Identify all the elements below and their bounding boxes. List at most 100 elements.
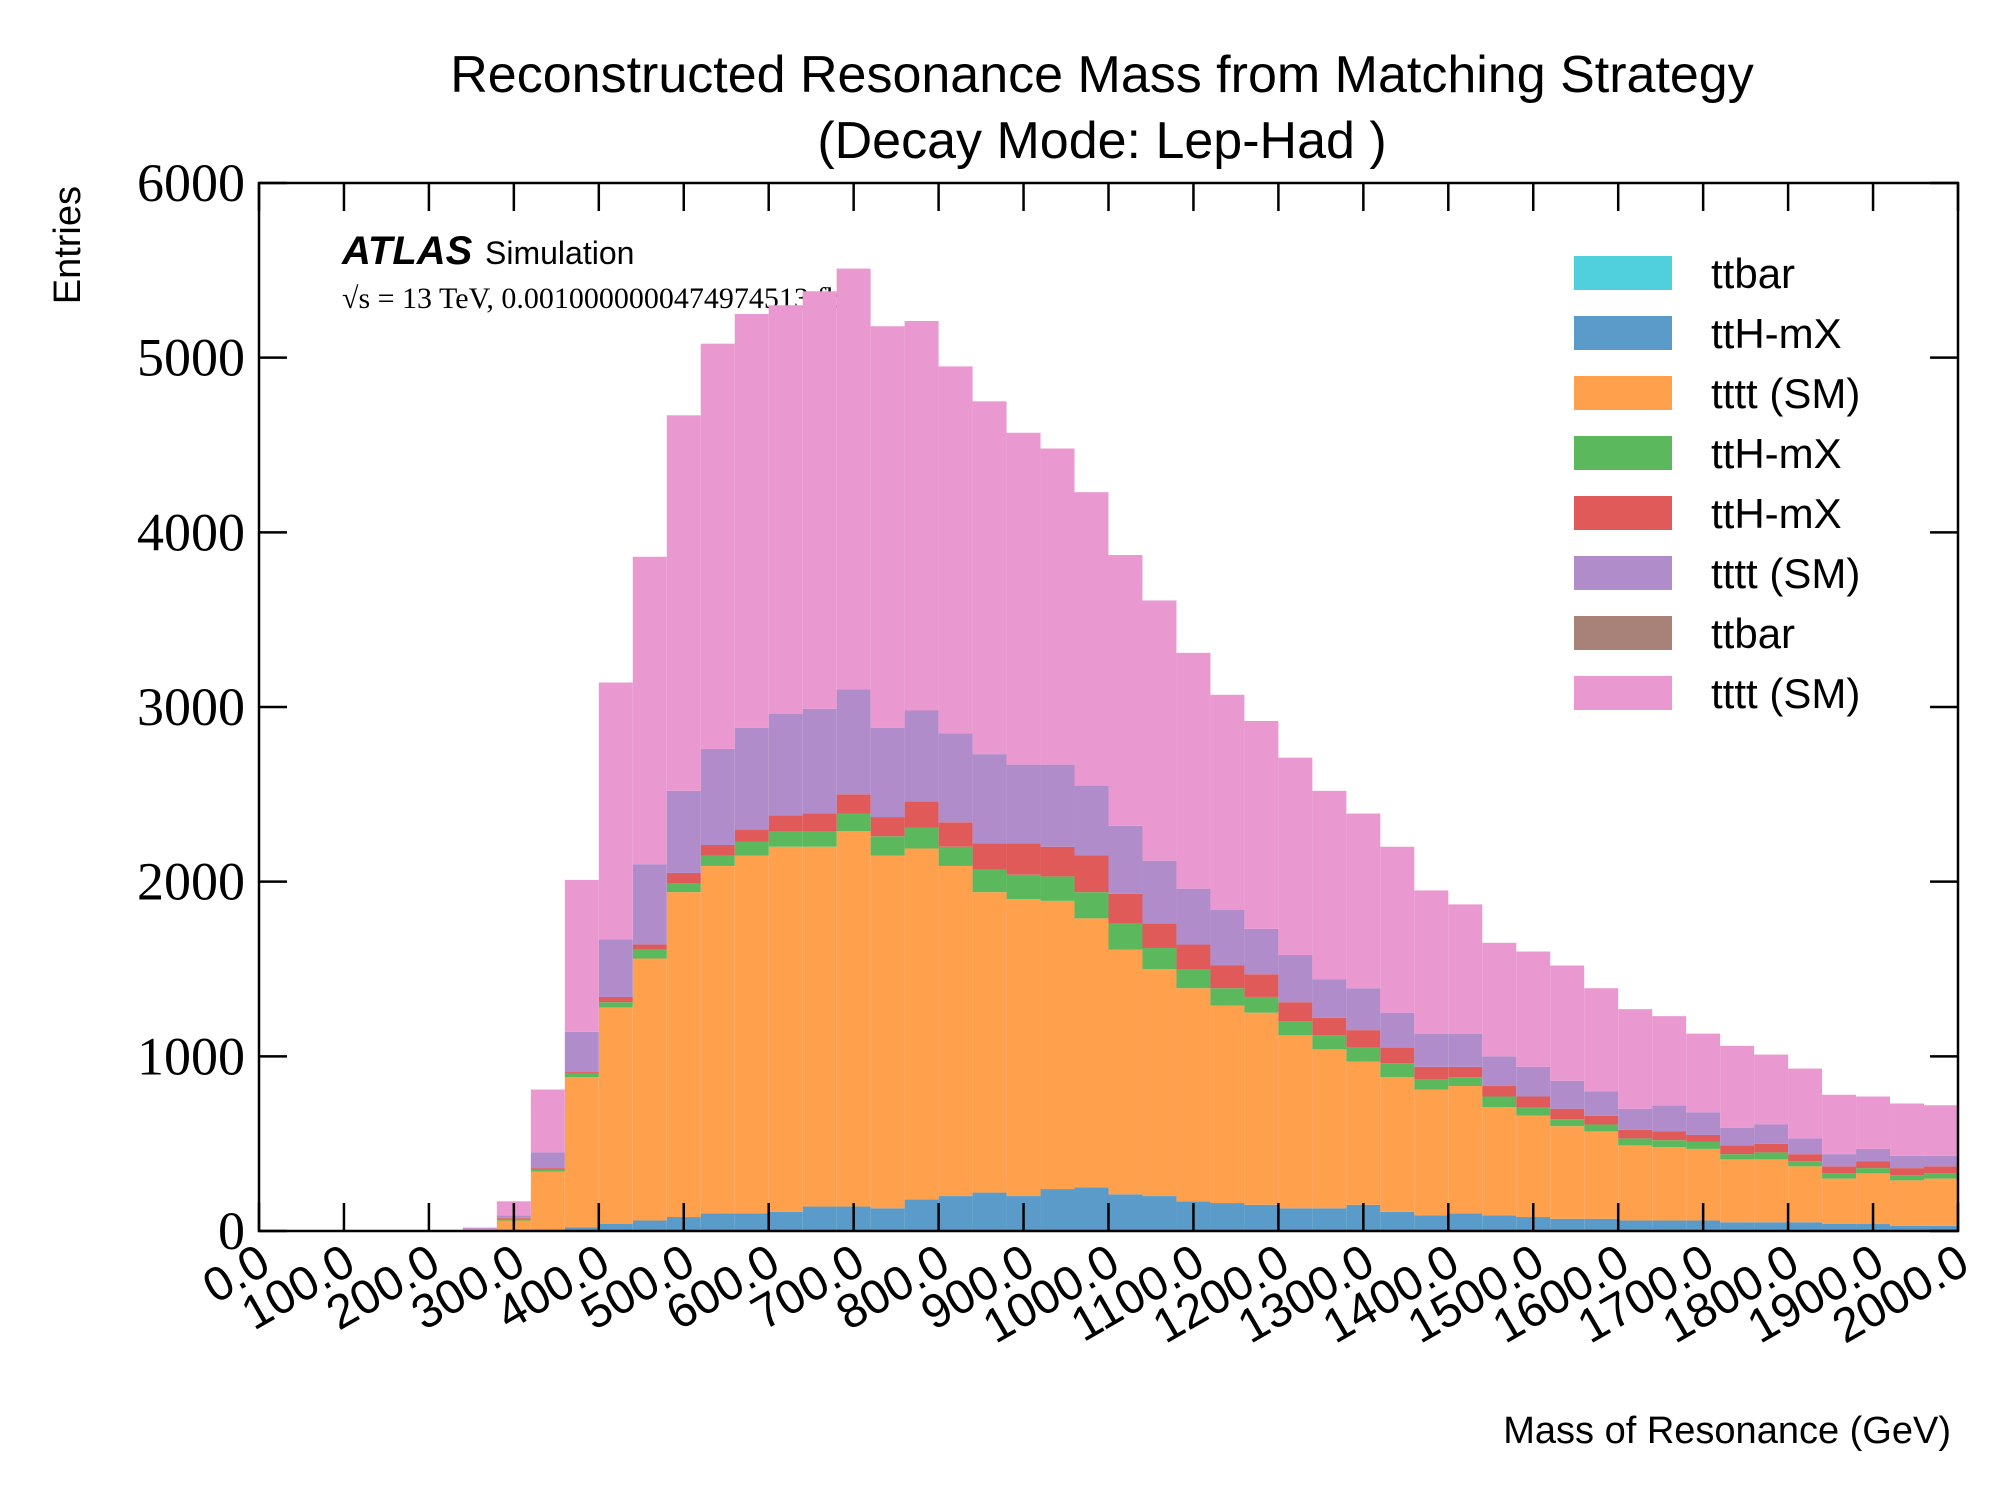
histogram-bar <box>1788 1222 1823 1231</box>
histogram-bar <box>1448 1086 1483 1214</box>
y-tick-label: 1000 <box>137 1026 245 1086</box>
histogram-bar <box>1754 1143 1789 1153</box>
legend-label: ttH-mX <box>1711 310 1842 357</box>
histogram-bar <box>1550 1126 1585 1219</box>
histogram-bar <box>1244 996 1279 1013</box>
legend-swatch <box>1574 556 1672 590</box>
histogram-bar <box>1380 1063 1415 1078</box>
histogram-bar <box>1516 951 1551 1067</box>
histogram-bar <box>1856 1161 1891 1169</box>
histogram-bar <box>598 996 633 1003</box>
histogram-bar <box>1516 1096 1551 1107</box>
histogram-bar <box>1890 1180 1925 1226</box>
histogram-bar <box>768 831 803 847</box>
histogram-bar <box>1482 1215 1517 1231</box>
histogram-bar <box>1550 1218 1585 1231</box>
histogram-bar <box>564 1077 599 1228</box>
histogram-bar <box>1414 890 1449 1034</box>
histogram-bar <box>836 794 871 814</box>
histogram-bar <box>1516 1115 1551 1218</box>
histogram-bar <box>768 846 803 1212</box>
histogram-bar <box>1278 757 1313 956</box>
histogram-bar <box>1754 1222 1789 1231</box>
histogram-bar <box>1720 1159 1755 1223</box>
histogram-bar <box>802 831 837 847</box>
legend-label: ttH-mX <box>1711 430 1842 477</box>
histogram-bar <box>530 1152 565 1169</box>
histogram-bar <box>1142 923 1177 949</box>
histogram-bar <box>1380 1077 1415 1212</box>
histogram-bar <box>1788 1166 1823 1223</box>
histogram-bar <box>666 872 701 884</box>
histogram-bar <box>1924 1225 1958 1231</box>
histogram-bar <box>564 1031 599 1073</box>
histogram-bar <box>870 727 905 818</box>
histogram-bar <box>734 727 769 830</box>
histogram-bar <box>1584 1115 1619 1125</box>
histogram-bar <box>1482 1056 1517 1087</box>
histogram-bar <box>870 326 905 728</box>
legend-label: tttt (SM) <box>1711 370 1860 417</box>
histogram-bar <box>564 1072 599 1074</box>
histogram-bar <box>564 879 599 1032</box>
chart-title: Reconstructed Resonance Mass from Matchi… <box>450 46 1753 104</box>
histogram-bar <box>666 415 701 791</box>
histogram-bar <box>598 939 633 997</box>
histogram-bar <box>1074 892 1109 919</box>
histogram-bar <box>1754 1152 1789 1160</box>
histogram-bar <box>1754 1159 1789 1223</box>
legend-swatch <box>1574 496 1672 530</box>
histogram-bar <box>632 949 667 959</box>
histogram-bar <box>1754 1054 1789 1125</box>
histogram-bar <box>1244 1012 1279 1205</box>
histogram-bar <box>1584 1218 1619 1231</box>
histogram-bar <box>904 827 939 849</box>
histogram-bar <box>1040 900 1075 1190</box>
histogram-bar <box>1720 1127 1755 1146</box>
histogram-bar <box>1074 918 1109 1188</box>
histogram-bar <box>1788 1068 1823 1139</box>
y-tick-label: 2000 <box>137 852 245 912</box>
histogram-bar <box>802 846 837 1207</box>
histogram-bar <box>1108 949 1143 1195</box>
histogram-bar <box>1584 1131 1619 1219</box>
histogram-bar <box>1210 1005 1245 1204</box>
histogram-bar <box>1210 909 1245 966</box>
legend-swatch <box>1574 676 1672 710</box>
histogram-bar <box>972 869 1007 893</box>
histogram-bar <box>1890 1168 1925 1176</box>
histogram-bar <box>972 892 1007 1193</box>
histogram-bar <box>1754 1124 1789 1144</box>
histogram-bar <box>1584 1124 1619 1132</box>
histogram-bar <box>1074 492 1109 786</box>
histogram-bar <box>1890 1155 1925 1169</box>
chart-subtitle: (Decay Mode: Lep-Had ) <box>817 112 1386 170</box>
histogram-bar <box>598 682 633 940</box>
histogram-bar <box>666 883 701 893</box>
histogram-bar <box>1890 1175 1925 1181</box>
histogram-bar <box>1108 1194 1143 1231</box>
histogram-bar <box>1822 1094 1857 1155</box>
histogram-bar <box>1108 825 1143 894</box>
histogram-bar <box>938 846 973 866</box>
histogram-bar <box>938 865 973 1197</box>
histogram-bar <box>598 1002 633 1008</box>
histogram-bar <box>1380 846 1415 1013</box>
histogram-bar <box>1142 1196 1177 1231</box>
histogram-bar <box>734 314 769 728</box>
legend-label: ttH-mX <box>1711 490 1842 537</box>
histogram-bar <box>1448 904 1483 1034</box>
histogram-bar <box>1414 1089 1449 1216</box>
histogram-bar <box>1720 1145 1755 1155</box>
histogram-bar <box>1278 955 1313 1003</box>
histogram-bar <box>1346 1030 1381 1048</box>
histogram-bar <box>1720 1154 1755 1160</box>
histogram-bar <box>1040 876 1075 901</box>
histogram-bar <box>802 1206 837 1231</box>
histogram-bar <box>1210 694 1245 910</box>
histogram-bar <box>1822 1178 1857 1225</box>
histogram-bar <box>1006 843 1041 875</box>
histogram-bar <box>1652 1220 1687 1231</box>
histogram-bar <box>1448 1077 1483 1087</box>
